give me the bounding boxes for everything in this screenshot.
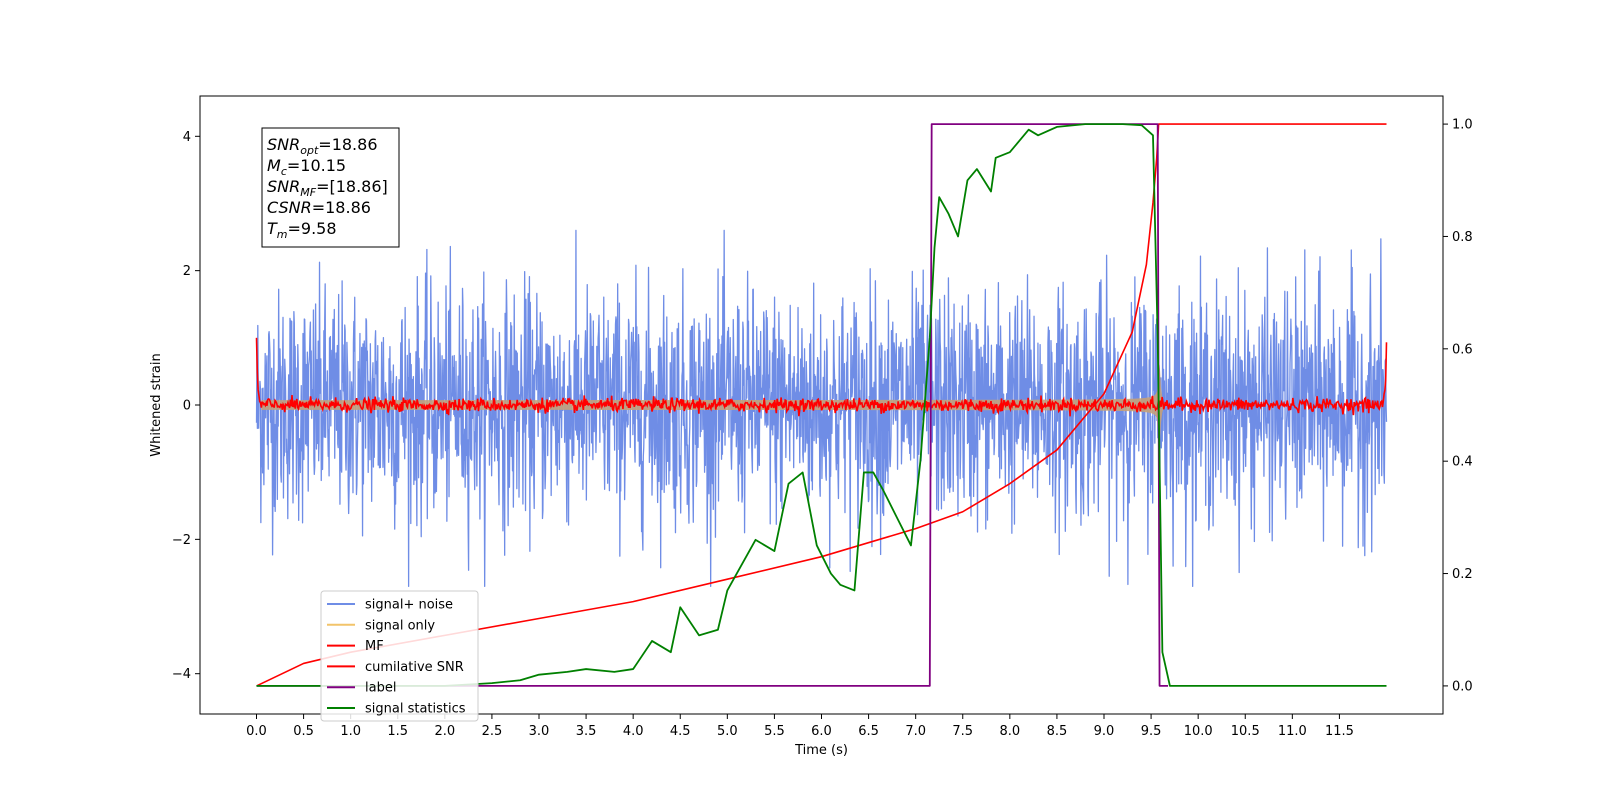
- y-right-tick-label: 0.8: [1452, 230, 1473, 245]
- axes-layer: 0.0 0.5 1.0 1.5 2.0 2.5 3.0 3.5 4.0 4.5 5.0 5.5 6.0 6…: [172, 118, 1473, 739]
- annotation-line: SNRMF=[18.86]: [267, 177, 388, 199]
- legend: signal+ noise signal only MF cumilative SNR…: [320, 590, 479, 722]
- annotation-line: Tm=9.58: [267, 219, 337, 241]
- annotation-line: SNRopt=18.86: [267, 135, 378, 157]
- x-tick-label: 10.0: [1184, 724, 1213, 739]
- x-tick-label: 6.0: [811, 724, 832, 739]
- y-right-tick-label: 1.0: [1452, 118, 1473, 133]
- y-right-tick-label: 0.2: [1452, 567, 1473, 582]
- x-tick-label: 7.5: [952, 724, 973, 739]
- annotation-line: CSNR=18.86: [267, 198, 371, 217]
- x-tick-label: 4.0: [623, 724, 644, 739]
- x-tick-label: 7.0: [905, 724, 926, 739]
- x-tick-label: 3.0: [529, 724, 550, 739]
- legend-label: signal statistics: [365, 702, 466, 717]
- x-tick-label: 5.5: [764, 724, 785, 739]
- y-right-tick-label: 0.6: [1452, 342, 1473, 357]
- signal-noise-line: [255, 229, 1388, 588]
- y-right-tick-label: 0.0: [1452, 679, 1473, 694]
- x-tick-label: 3.5: [576, 724, 597, 739]
- x-tick-label: 10.5: [1231, 724, 1260, 739]
- legend-label: signal only: [365, 618, 435, 633]
- x-tick-label: 8.0: [999, 724, 1020, 739]
- legend-label: label: [365, 681, 396, 696]
- y-left-tick-label: −4: [172, 667, 191, 682]
- x-tick-label: 6.5: [858, 724, 879, 739]
- x-tick-label: 5.0: [717, 724, 738, 739]
- x-tick-label: 1.0: [340, 724, 361, 739]
- label-line: [256, 123, 1169, 687]
- x-tick-label: 0.5: [293, 724, 314, 739]
- legend-label: signal+ noise: [365, 598, 453, 613]
- x-tick-label: 2.5: [482, 724, 503, 739]
- y-left-tick-label: 0: [183, 399, 191, 414]
- legend-frame: [320, 590, 479, 722]
- x-tick-label: 1.5: [387, 724, 408, 739]
- x-tick-label: 0.0: [246, 724, 267, 739]
- y-left-tick-label: 2: [183, 264, 191, 279]
- y-left-tick-label: −2: [172, 533, 191, 548]
- legend-label: MF: [365, 639, 384, 654]
- x-tick-label: 9.0: [1094, 724, 1115, 739]
- x-tick-label: 4.5: [670, 724, 691, 739]
- x-tick-label: 11.5: [1325, 724, 1354, 739]
- y-axis-label: Whitened strain: [149, 353, 164, 456]
- x-tick-label: 8.5: [1047, 724, 1068, 739]
- x-tick-label: 11.0: [1278, 724, 1307, 739]
- y-left-tick-label: 4: [183, 130, 191, 145]
- signal-statistics-line: [256, 123, 1387, 687]
- y-right-tick-label: 0.4: [1452, 455, 1473, 470]
- x-axis-label: Time (s): [794, 743, 848, 758]
- stats-annotation-box: SNRopt=18.86Mc=10.15SNRMF=[18.86]CSNR=18…: [261, 127, 400, 248]
- legend-label: cumilative SNR: [365, 660, 464, 675]
- x-tick-label: 2.0: [434, 724, 455, 739]
- annotation-line: Mc=10.15: [267, 156, 346, 178]
- x-tick-label: 9.5: [1141, 724, 1162, 739]
- mf-line: [255, 337, 1388, 417]
- annotation-frame: [261, 127, 400, 248]
